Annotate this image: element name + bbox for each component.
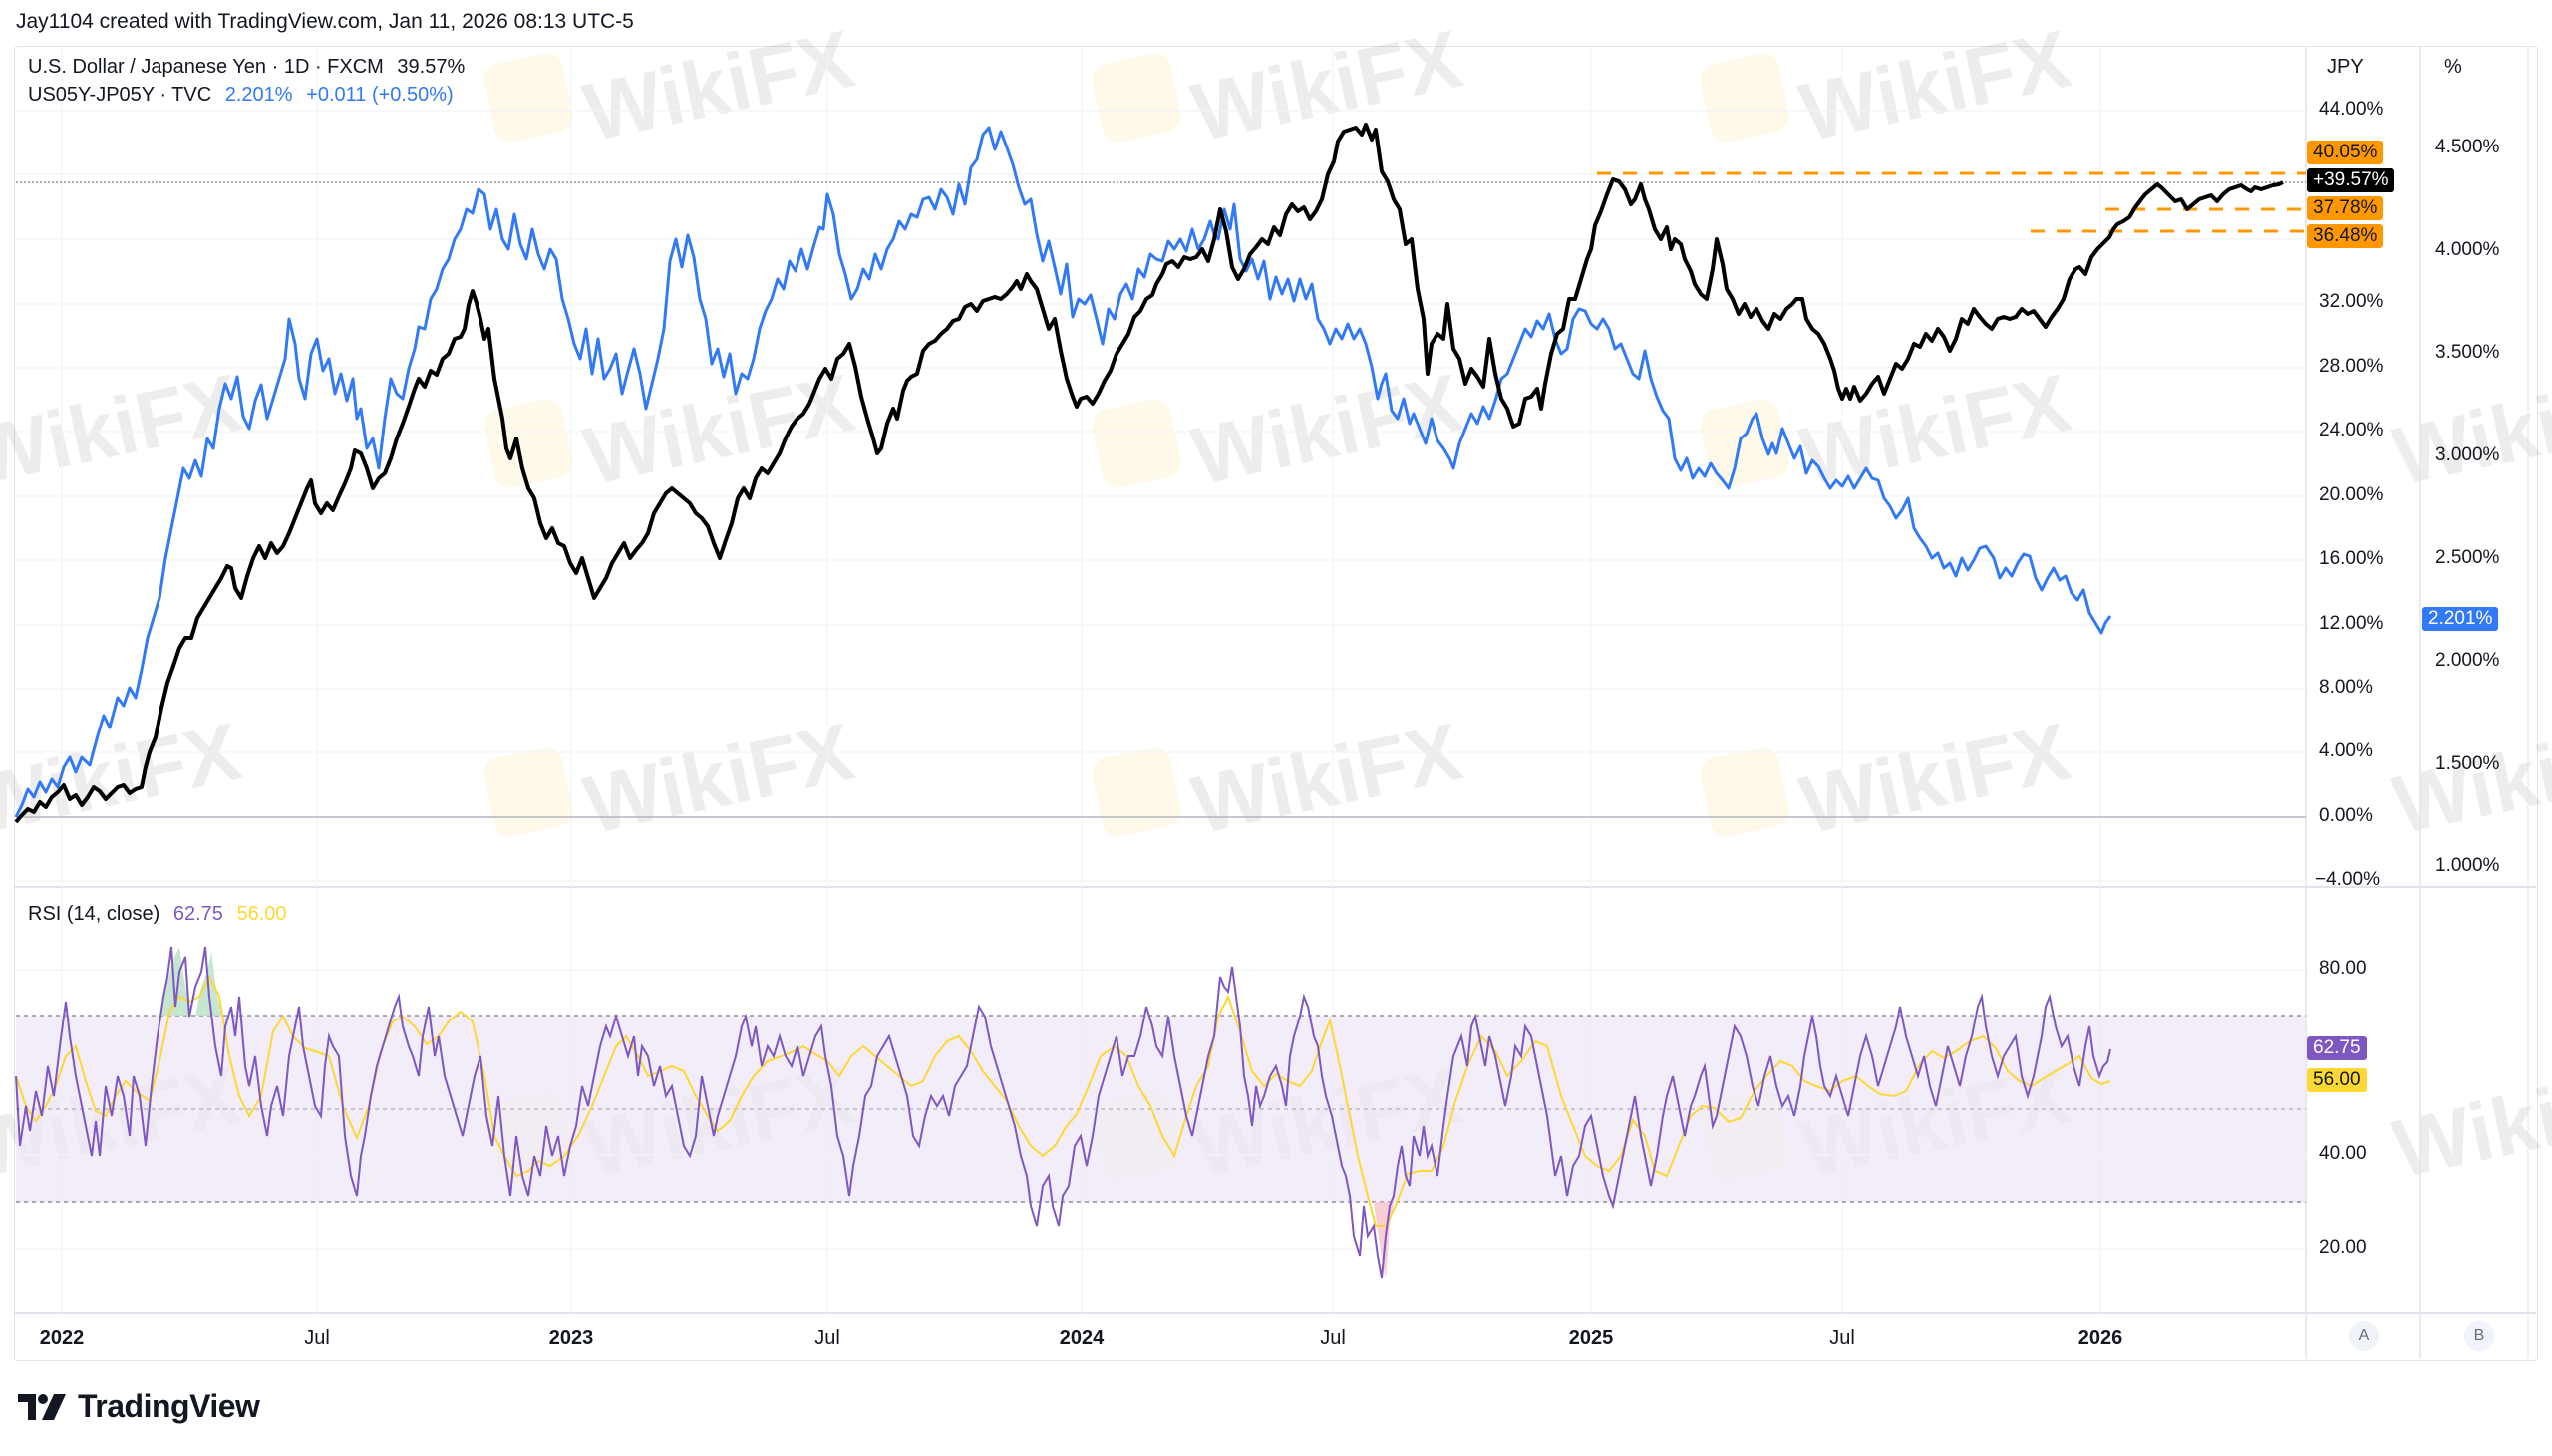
level-tag-36-48[interactable]: 36.48% xyxy=(2307,224,2384,248)
scale-b-button[interactable]: B xyxy=(2464,1321,2494,1351)
rsi-legend[interactable]: RSI (14, close) 62.75 56.00 xyxy=(28,903,287,926)
time-label: Jul xyxy=(814,1327,840,1349)
time-label: Jul xyxy=(1320,1327,1346,1349)
price-scale-percent-label[interactable]: % xyxy=(2444,56,2462,78)
time-label: Jul xyxy=(1829,1327,1855,1349)
legend-main-name: U.S. Dollar / Japanese Yen · 1D · FXCM xyxy=(28,56,384,78)
level-lines xyxy=(1597,171,2306,233)
price-tick: 32.00% xyxy=(2319,291,2384,312)
level-tag-37-78[interactable]: 37.78% xyxy=(2307,196,2384,220)
percent-tick: 1.000% xyxy=(2435,855,2500,876)
rsi-title: RSI (14, close) xyxy=(28,903,160,925)
price-tick: 12.00% xyxy=(2319,613,2384,634)
spread-current-tag: 2.201% xyxy=(2422,607,2499,631)
time-label: 2026 xyxy=(2077,1327,2123,1349)
legend-main-value: 39.57% xyxy=(397,56,466,78)
time-label: 2024 xyxy=(1059,1327,1105,1349)
percent-tick: 2.000% xyxy=(2435,650,2500,671)
rsi-tick: 40.00 xyxy=(2319,1143,2367,1164)
level-tag-40-05[interactable]: 40.05% xyxy=(2307,141,2384,164)
auto-scale-button[interactable]: A xyxy=(2349,1321,2379,1351)
price-scale-currency-label[interactable]: JPY xyxy=(2327,56,2364,78)
legend-compare-value: 2.201% xyxy=(224,84,293,106)
rsi-tick: 80.00 xyxy=(2319,958,2367,979)
price-tick: 4.00% xyxy=(2319,740,2373,761)
time-label: 2022 xyxy=(39,1327,85,1349)
price-tick: 8.00% xyxy=(2319,677,2373,698)
price-tick: 16.00% xyxy=(2319,548,2384,569)
price-tick: −4.00% xyxy=(2315,869,2380,890)
percent-tick: 3.000% xyxy=(2435,444,2500,465)
tradingview-logo-text: TradingView xyxy=(78,1388,260,1424)
rsi-ma-tag: 56.00 xyxy=(2307,1068,2367,1092)
time-label: 2025 xyxy=(1568,1327,1614,1349)
price-tick: 0.00% xyxy=(2319,805,2373,826)
price-tick: 24.00% xyxy=(2319,420,2384,440)
rsi-value: 62.75 xyxy=(172,903,223,925)
legend-main-series[interactable]: U.S. Dollar / Japanese Yen · 1D · FXCM 3… xyxy=(28,56,465,79)
price-tick: 28.00% xyxy=(2319,356,2384,377)
chart-frame xyxy=(14,46,2538,1361)
rsi-line xyxy=(15,946,2111,1279)
usdjpy-line xyxy=(14,123,2284,824)
percent-tick: 3.500% xyxy=(2435,342,2500,363)
current-value-tag: +39.57% xyxy=(2307,168,2394,192)
rsi-value-tag: 62.75 xyxy=(2307,1036,2367,1060)
legend-compare-name: US05Y-JP05Y · TVC xyxy=(28,84,212,106)
price-tick: 44.00% xyxy=(2319,99,2384,120)
time-label: Jul xyxy=(304,1327,330,1349)
percent-tick: 4.500% xyxy=(2435,137,2500,157)
rsi-ma-value: 56.00 xyxy=(236,903,287,925)
tradingview-logo[interactable]: TradingView xyxy=(18,1388,260,1425)
spread-line xyxy=(14,126,2112,818)
percent-tick: 2.500% xyxy=(2435,547,2500,568)
rsi-tick: 20.00 xyxy=(2319,1237,2367,1258)
tradingview-logo-icon xyxy=(18,1393,66,1420)
legend-compare-series[interactable]: US05Y-JP05Y · TVC 2.201% +0.011 (+0.50%) xyxy=(28,84,454,107)
rsi-ma-line xyxy=(15,974,2111,1227)
chart-credit: Jay1104 created with TradingView.com, Ja… xyxy=(16,10,634,33)
price-tick: 20.00% xyxy=(2319,484,2384,505)
legend-compare-change: +0.011 (+0.50%) xyxy=(306,84,454,106)
time-label: 2023 xyxy=(548,1327,594,1349)
percent-tick: 4.000% xyxy=(2435,239,2500,260)
percent-tick: 1.500% xyxy=(2435,753,2500,774)
